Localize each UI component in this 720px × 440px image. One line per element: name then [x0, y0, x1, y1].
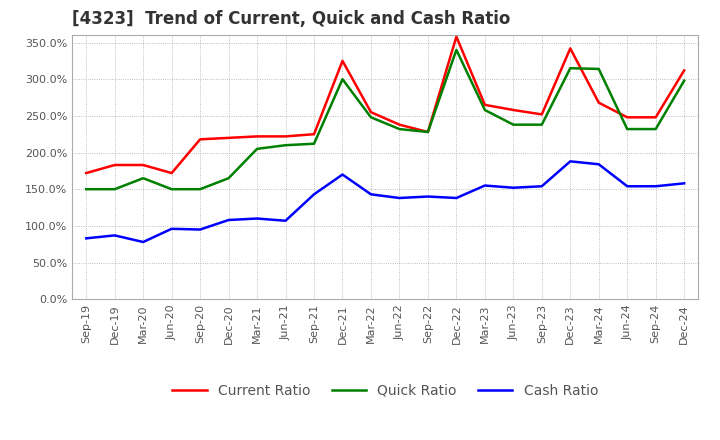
Current Ratio — [338, 58, 347, 63]
Cash Ratio — [395, 195, 404, 201]
Cash Ratio — [310, 192, 318, 197]
Cash Ratio — [82, 236, 91, 241]
Cash Ratio — [338, 172, 347, 177]
Quick Ratio — [566, 66, 575, 71]
Quick Ratio — [253, 146, 261, 151]
Current Ratio — [139, 162, 148, 168]
Current Ratio — [537, 112, 546, 117]
Quick Ratio — [110, 187, 119, 192]
Text: [4323]  Trend of Current, Quick and Cash Ratio: [4323] Trend of Current, Quick and Cash … — [72, 10, 510, 28]
Current Ratio — [652, 115, 660, 120]
Cash Ratio — [480, 183, 489, 188]
Quick Ratio — [395, 126, 404, 132]
Current Ratio — [509, 107, 518, 113]
Cash Ratio — [139, 239, 148, 245]
Cash Ratio — [652, 183, 660, 189]
Cash Ratio — [566, 159, 575, 164]
Quick Ratio — [338, 77, 347, 82]
Current Ratio — [623, 115, 631, 120]
Legend: Current Ratio, Quick Ratio, Cash Ratio: Current Ratio, Quick Ratio, Cash Ratio — [167, 378, 603, 403]
Current Ratio — [566, 46, 575, 51]
Current Ratio — [366, 110, 375, 115]
Current Ratio — [680, 68, 688, 73]
Current Ratio — [196, 137, 204, 142]
Cash Ratio — [253, 216, 261, 221]
Cash Ratio — [680, 181, 688, 186]
Line: Quick Ratio: Quick Ratio — [86, 50, 684, 189]
Current Ratio — [225, 135, 233, 140]
Quick Ratio — [225, 176, 233, 181]
Current Ratio — [253, 134, 261, 139]
Current Ratio — [310, 132, 318, 137]
Cash Ratio — [595, 161, 603, 167]
Quick Ratio — [452, 47, 461, 52]
Current Ratio — [110, 162, 119, 168]
Cash Ratio — [167, 226, 176, 231]
Quick Ratio — [282, 143, 290, 148]
Current Ratio — [167, 170, 176, 176]
Quick Ratio — [652, 126, 660, 132]
Cash Ratio — [423, 194, 432, 199]
Current Ratio — [595, 100, 603, 105]
Current Ratio — [452, 34, 461, 39]
Current Ratio — [395, 122, 404, 127]
Cash Ratio — [110, 233, 119, 238]
Quick Ratio — [366, 115, 375, 120]
Cash Ratio — [225, 217, 233, 223]
Quick Ratio — [480, 107, 489, 113]
Cash Ratio — [537, 183, 546, 189]
Line: Current Ratio: Current Ratio — [86, 37, 684, 173]
Quick Ratio — [139, 176, 148, 181]
Cash Ratio — [282, 218, 290, 224]
Cash Ratio — [196, 227, 204, 232]
Quick Ratio — [82, 187, 91, 192]
Cash Ratio — [366, 192, 375, 197]
Current Ratio — [480, 102, 489, 107]
Quick Ratio — [196, 187, 204, 192]
Quick Ratio — [595, 66, 603, 72]
Quick Ratio — [623, 126, 631, 132]
Cash Ratio — [452, 195, 461, 201]
Current Ratio — [82, 170, 91, 176]
Line: Cash Ratio: Cash Ratio — [86, 161, 684, 242]
Quick Ratio — [680, 78, 688, 83]
Quick Ratio — [537, 122, 546, 127]
Current Ratio — [423, 129, 432, 135]
Current Ratio — [282, 134, 290, 139]
Cash Ratio — [623, 183, 631, 189]
Cash Ratio — [509, 185, 518, 191]
Quick Ratio — [509, 122, 518, 127]
Quick Ratio — [423, 129, 432, 135]
Quick Ratio — [167, 187, 176, 192]
Quick Ratio — [310, 141, 318, 147]
